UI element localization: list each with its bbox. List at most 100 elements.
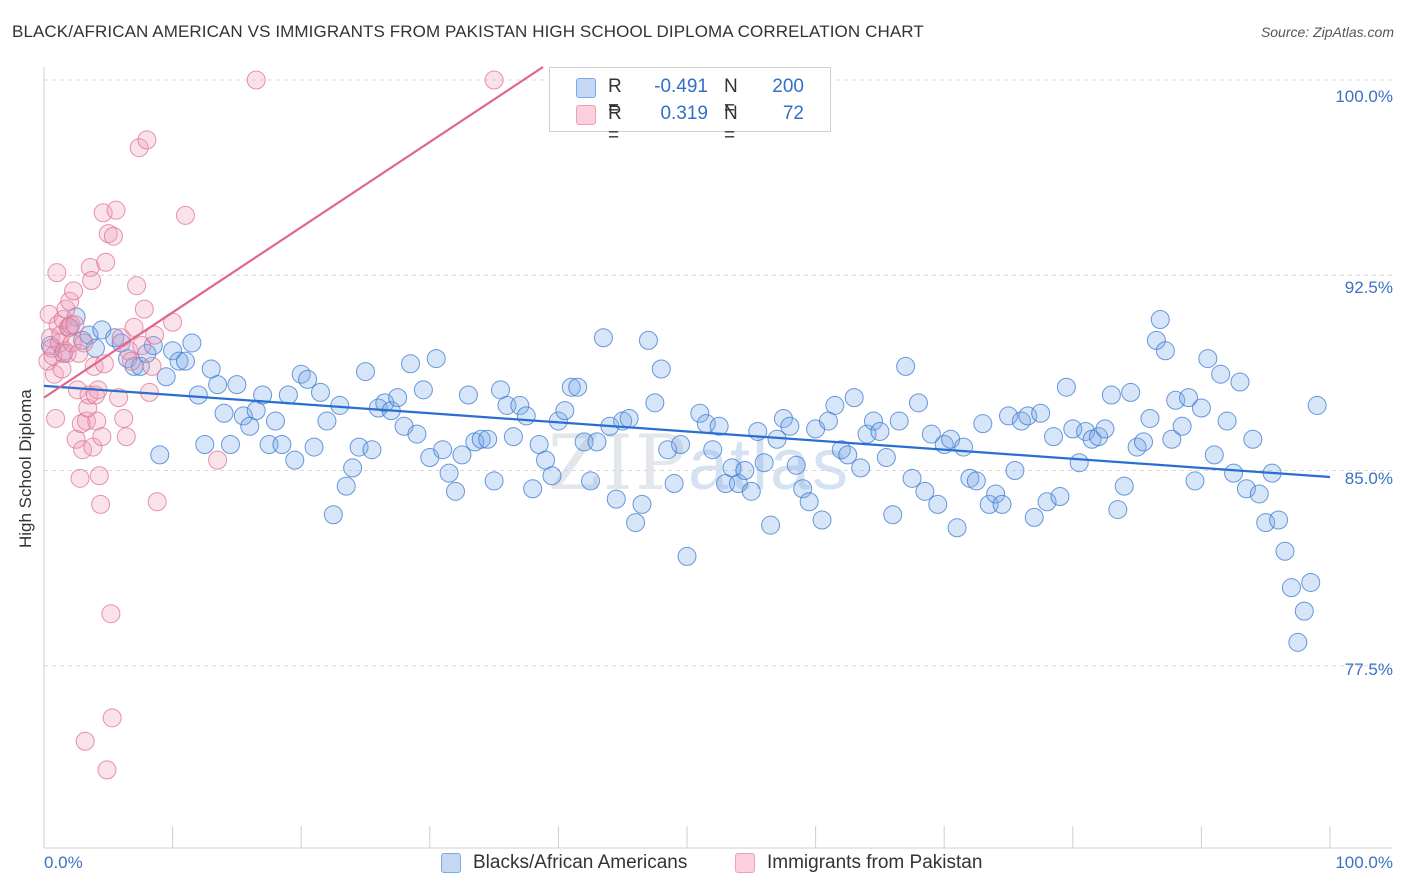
data-point-pakistan [106,200,126,220]
data-point-pakistan [484,70,504,90]
data-point-blacks [1044,427,1064,447]
data-point-blacks [317,411,337,431]
data-point-pakistan [147,492,167,512]
data-point-pakistan [134,299,154,319]
data-point-blacks [1172,416,1192,436]
bottom-legend-label: Blacks/African Americans [473,852,688,873]
data-point-blacks [278,385,298,405]
data-point-blacks [754,453,774,473]
data-point-blacks [188,385,208,405]
legend-r-label: R = [608,76,622,119]
data-point-blacks [561,377,581,397]
data-point-blacks [1243,429,1263,449]
data-point-pakistan [51,325,71,345]
data-point-blacks [1275,541,1295,561]
data-point-pakistan [124,317,144,337]
data-point-pakistan [74,333,94,353]
data-point-blacks [1024,507,1044,527]
correlation-legend: R = -0.491 N = 200 R = 0.319 N = 72 [549,67,831,146]
data-point-blacks [773,408,793,428]
data-point-blacks [1056,377,1076,397]
x-tick-label: 0.0% [44,853,83,872]
data-point-blacks [439,463,459,483]
data-point-pakistan [75,731,95,751]
data-point-blacks [446,481,466,501]
data-point-blacks [1037,492,1057,512]
data-point-pakistan [96,252,116,272]
data-point-blacks [947,518,967,538]
data-point-blacks [516,406,536,426]
legend-n-value: 72 [782,103,804,124]
legend-r-label: R = [608,103,622,146]
data-point-blacks [1230,372,1250,392]
data-point-blacks [182,333,202,353]
data-point-blacks [741,481,761,501]
data-point-blacks [285,450,305,470]
data-point-blacks [928,494,948,514]
data-point-blacks [1076,421,1096,441]
y-axis-label: High School Diploma [16,389,35,548]
data-point-pakistan [116,427,136,447]
data-point-blacks [1269,510,1289,530]
data-point-pakistan [98,224,118,244]
data-point-blacks [1140,408,1160,428]
data-point-blacks [413,380,433,400]
data-point-blacks [220,434,240,454]
data-point-pakistan [142,356,162,376]
data-point-pakistan [129,138,149,158]
data-point-pakistan [92,427,112,447]
data-point-blacks [1005,461,1025,481]
data-point-blacks [555,401,575,421]
data-point-blacks [1191,398,1211,418]
data-point-blacks [915,481,935,501]
data-point-blacks [780,416,800,436]
data-point-pakistan [97,760,117,780]
data-point-blacks [163,341,183,361]
data-point-pakistan [52,359,72,379]
legend-n-value: 200 [772,76,804,97]
data-point-blacks [214,403,234,423]
data-point-pakistan [127,276,147,296]
data-point-blacks [375,393,395,413]
data-point-blacks [1204,445,1224,465]
data-point-blacks [844,388,864,408]
data-point-blacks [150,445,170,465]
y-tick-label: 100.0% [1335,87,1393,106]
data-point-blacks [407,424,427,444]
data-point-pakistan [55,341,75,361]
data-point-blacks [973,414,993,434]
data-point-blacks [503,427,523,447]
data-point-blacks [1198,349,1218,369]
data-point-blacks [568,377,588,397]
y-tick-label: 77.5% [1344,660,1393,679]
trend-line-pakistan [43,66,544,399]
data-point-pakistan [175,205,195,225]
data-point-pakistan [79,385,99,405]
data-point-blacks [632,494,652,514]
data-point-blacks [233,406,253,426]
data-point-blacks [227,375,247,395]
data-point-blacks [1011,411,1031,431]
data-point-blacks [986,484,1006,504]
data-point-pakistan [70,468,90,488]
data-point-blacks [690,403,710,423]
data-point-blacks [1211,364,1231,384]
data-point-blacks [876,448,896,467]
data-point-blacks [105,328,125,348]
data-point-blacks [143,336,163,356]
data-point-blacks [388,388,408,408]
data-point-pakistan [137,130,157,150]
data-point-blacks [1288,632,1308,652]
data-point-pakistan [102,708,122,728]
data-point-pakistan [64,281,84,301]
data-point-blacks [265,411,285,431]
data-point-pakistan [208,450,228,470]
data-point-blacks [426,349,446,369]
data-point-blacks [709,416,729,436]
data-point-blacks [658,440,678,460]
data-point-pakistan [62,333,82,353]
data-point-pakistan [46,408,66,428]
source-label: Source: ZipAtlas.com [1260,24,1394,40]
y-tick-label: 92.5% [1344,278,1393,297]
data-point-blacks [1069,453,1089,473]
